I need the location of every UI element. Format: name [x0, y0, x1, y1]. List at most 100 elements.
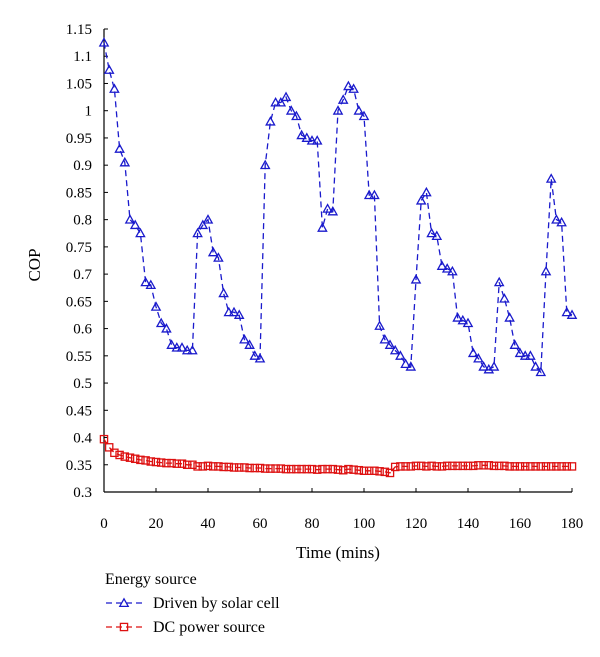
- data-point: [557, 462, 566, 471]
- y-tick-label: 0.8: [73, 213, 92, 229]
- data-point: [525, 350, 536, 360]
- data-point: [505, 462, 514, 471]
- data-point: [566, 309, 578, 319]
- data-point: [109, 83, 120, 93]
- y-tick-label: 0.5: [73, 376, 92, 392]
- data-point: [311, 135, 323, 145]
- data-point: [103, 64, 115, 74]
- y-tick-label: 0.3: [73, 485, 92, 501]
- data-point: [302, 464, 312, 474]
- data-point: [318, 464, 327, 474]
- data-point: [193, 462, 202, 471]
- series-line: [103, 438, 572, 474]
- data-point: [167, 458, 176, 468]
- data-point: [271, 464, 280, 473]
- data-point: [493, 276, 505, 287]
- data-point: [410, 274, 422, 284]
- data-point: [567, 462, 577, 471]
- y-tick-label: 0.4: [73, 431, 92, 447]
- data-point: [354, 465, 364, 475]
- data-point: [478, 361, 489, 371]
- data-point: [463, 461, 473, 471]
- data-point: [135, 227, 146, 238]
- data-point: [281, 464, 291, 474]
- data-point: [202, 214, 214, 224]
- data-point: [198, 462, 208, 471]
- data-point: [484, 461, 494, 470]
- data-point: [249, 350, 261, 360]
- y-tick-label: 1: [85, 104, 93, 120]
- data-point: [244, 339, 255, 349]
- data-point: [552, 462, 561, 471]
- legend-marker: [118, 597, 130, 608]
- series-layer: [98, 37, 578, 478]
- data-point: [207, 246, 219, 257]
- data-point: [473, 353, 484, 363]
- data-point: [556, 216, 567, 227]
- data-point: [192, 227, 203, 238]
- data-point: [145, 279, 157, 290]
- data-point: [363, 189, 375, 200]
- data-point: [187, 344, 198, 355]
- y-tick-label: 0.7: [73, 267, 92, 283]
- data-point: [474, 461, 483, 470]
- y-tick-label: 0.65: [66, 294, 92, 310]
- legend-marker: [119, 622, 129, 632]
- data-point: [333, 465, 343, 474]
- data-point: [457, 314, 469, 325]
- data-point: [416, 461, 426, 471]
- data-point: [171, 342, 183, 352]
- data-point: [99, 434, 109, 444]
- data-point: [545, 173, 557, 183]
- data-point: [479, 461, 488, 470]
- y-tick-label: 1.1: [73, 49, 92, 65]
- data-point: [162, 458, 171, 468]
- data-point: [307, 464, 317, 474]
- data-point: [239, 333, 250, 344]
- data-point: [500, 461, 509, 471]
- data-point: [540, 265, 552, 276]
- data-point: [519, 350, 531, 360]
- legend-entry: Driven by solar cell: [106, 595, 280, 612]
- data-point: [514, 347, 526, 358]
- data-point: [265, 116, 276, 126]
- data-point: [353, 105, 365, 115]
- data-point: [156, 458, 166, 467]
- data-point: [129, 219, 141, 230]
- data-point: [546, 462, 556, 471]
- data-point: [385, 468, 395, 478]
- data-point: [515, 462, 525, 471]
- legend-label: DC power source: [153, 619, 265, 636]
- data-point: [104, 443, 114, 452]
- data-point: [374, 320, 385, 330]
- data-point: [181, 344, 193, 355]
- data-point: [155, 317, 167, 328]
- data-point: [292, 464, 301, 474]
- data-point: [468, 461, 478, 471]
- data-point: [280, 91, 292, 102]
- y-tick-label: 0.9: [73, 158, 92, 174]
- data-point: [136, 455, 145, 465]
- data-point: [98, 37, 110, 47]
- data-point: [254, 353, 266, 363]
- x-tick-label: 140: [457, 516, 480, 532]
- series-line: [103, 42, 573, 374]
- data-point: [285, 105, 297, 115]
- data-point: [213, 252, 224, 262]
- y-tick-label: 0.35: [66, 458, 92, 474]
- data-point: [453, 461, 462, 471]
- x-tick-label: 180: [561, 516, 584, 532]
- data-point: [312, 465, 322, 474]
- data-point: [510, 462, 520, 471]
- data-point: [229, 463, 239, 472]
- y-tick-label: 0.85: [66, 185, 92, 201]
- data-point: [337, 94, 349, 104]
- data-point: [203, 461, 213, 471]
- data-point: [110, 448, 119, 458]
- data-point: [151, 457, 161, 467]
- data-point: [390, 462, 400, 472]
- data-point: [530, 361, 541, 371]
- data-point: [401, 462, 410, 471]
- data-point: [141, 456, 150, 465]
